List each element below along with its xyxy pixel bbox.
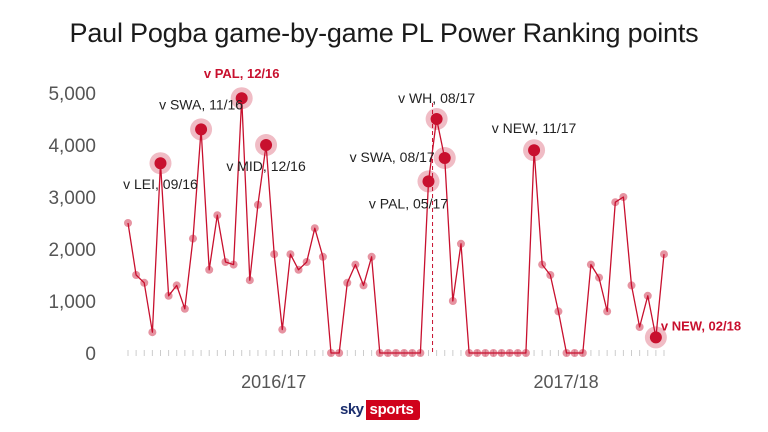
data-point [164,291,173,300]
data-point [481,349,490,357]
marker-layer [124,87,668,357]
data-point [505,349,514,357]
highlight-point [430,113,443,125]
data-point [278,325,287,334]
label-layer: v LEI, 09/16 v SWA, 11/16 v PAL, 12/16 v MI… [123,66,741,333]
data-point [245,276,254,285]
data-point [554,307,563,316]
annotation-label: v PAL, 12/16 [204,66,280,81]
highlight-point [438,152,451,164]
data-point [221,258,230,266]
data-point [660,250,668,259]
data-point [172,281,181,290]
data-point [578,349,587,357]
data-point [595,273,604,282]
data-point [473,349,482,357]
chart-title: Paul Pogba game-by-game PL Power Ranking… [69,18,699,48]
annotation-label: v WH, 08/17 [398,90,475,106]
highlight-point [649,331,662,344]
highlight-point [260,139,273,151]
season-label: 2017/18 [534,372,599,392]
highlight-point [195,123,208,136]
data-point [270,250,279,259]
axis-layer: 0 1,000 2,000 3,000 4,000 5,000 2016/17 2017/18 [48,84,665,392]
data-point [619,193,628,201]
data-point [392,349,400,357]
highlight-point [528,144,541,157]
data-point [213,211,222,220]
data-point [400,349,409,357]
data-point [205,265,214,274]
data-point [335,349,344,357]
data-point [635,323,644,331]
data-point [188,234,197,243]
data-point [448,297,457,305]
data-point [611,198,620,207]
annotation-label: v PAL, 05/17 [369,195,448,211]
y-tick-label: 1,000 [48,292,96,313]
logo-sports-text: sports [365,400,420,420]
data-point [132,271,141,279]
data-point [513,349,522,357]
data-point [302,258,311,266]
data-point [627,281,636,290]
series-line [127,97,665,354]
data-point [603,307,612,316]
data-point [140,278,149,287]
data-point [359,281,368,290]
data-point [456,239,465,248]
data-point [521,349,530,357]
y-tick-label: 2,000 [48,240,96,261]
highlight-point [235,92,248,105]
data-point [367,252,376,261]
data-point [586,260,595,269]
data-point [489,349,498,357]
annotation-label: v LEI, 09/16 [123,176,198,192]
annotation-label: v SWA, 11/16 [159,96,243,112]
data-point [497,349,506,357]
data-point [124,219,132,227]
y-tick-label: 4,000 [48,136,96,157]
data-point [562,349,571,357]
data-point [343,278,352,287]
data-point [383,349,392,357]
annotation-label: v NEW, 11/17 [492,120,577,136]
y-tick-label: 0 [85,344,96,365]
highlight-point [154,157,167,170]
data-point [538,260,547,269]
data-point [310,224,319,233]
data-point [318,252,327,261]
highlight-point [422,175,435,188]
data-point [327,349,336,357]
data-point [180,304,189,313]
y-tick-label: 3,000 [48,188,96,209]
season-label: 2016/17 [241,372,306,392]
data-point [294,265,303,274]
data-point [253,200,262,209]
data-point [465,349,474,357]
data-point [375,349,384,357]
data-point [546,271,555,279]
data-point [570,349,579,357]
logo-sky-text: sky [336,400,366,420]
chart: 0 1,000 2,000 3,000 4,000 5,000 2016/17 2017/18… [48,66,741,392]
annotation-label: v SWA, 08/17 [350,149,435,165]
data-point [416,349,425,357]
data-point [351,260,360,269]
data-point [229,260,238,269]
data-point [286,250,295,259]
data-point [643,291,652,300]
sky-sports-logo: sky sports [336,400,420,420]
data-point [148,328,157,337]
y-tick-label: 5,000 [48,84,96,105]
data-point [408,349,417,357]
annotation-label: v NEW, 02/18 [661,318,741,333]
annotation-label: v MID, 12/16 [226,158,306,174]
line-layer [127,97,665,354]
